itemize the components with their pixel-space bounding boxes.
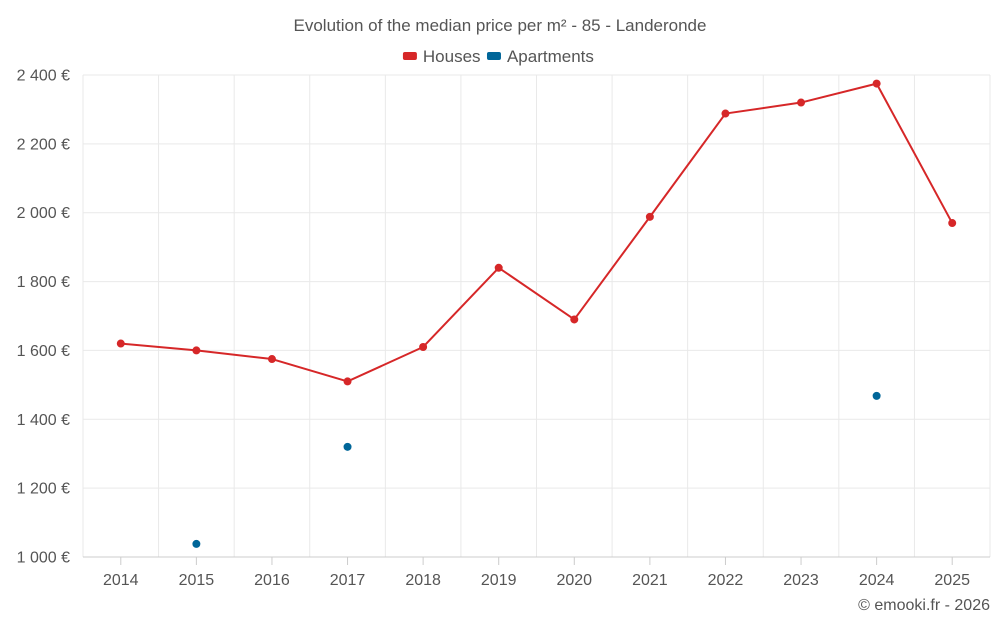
legend-swatch [402,52,417,60]
legend-item-houses[interactable]: Houses [402,47,481,66]
x-tick-label: 2018 [405,572,441,589]
apartments-point-2015[interactable] [192,539,201,548]
gridlines [82,74,991,557]
series-apartments [192,391,881,548]
legend-swatch [486,52,501,60]
x-tick-label: 2015 [179,572,215,589]
houses-point-2019[interactable] [494,263,503,272]
houses-point-2018[interactable] [419,342,428,351]
x-tick-label: 2021 [632,572,668,589]
x-tick-label: 2022 [708,572,744,589]
houses-point-2022[interactable] [721,109,730,118]
y-tick-label: 2 200 € [17,136,70,153]
apartments-point-2017[interactable] [343,442,352,451]
legend-item-apartments[interactable]: Apartments [486,47,594,66]
houses-point-2023[interactable] [797,98,806,107]
houses-point-2021[interactable] [645,212,654,221]
y-tick-label: 1 400 € [17,412,70,429]
houses-point-2014[interactable] [116,339,125,348]
legend-label: Houses [423,47,481,66]
x-tick-label: 2020 [556,572,592,589]
houses-point-2016[interactable] [267,355,276,364]
chart-title: Evolution of the median price per m² - 8… [294,16,707,35]
houses-point-2024[interactable] [872,79,881,88]
x-tick-label: 2017 [330,572,366,589]
x-tick-label: 2024 [859,572,895,589]
apartments-point-2024[interactable] [872,391,881,400]
y-tick-label: 1 800 € [17,274,70,291]
y-tick-label: 1 600 € [17,343,70,360]
houses-point-2015[interactable] [192,346,201,355]
legend: Houses Apartments [402,47,594,66]
series-layer [116,79,957,548]
y-tick-label: 2 000 € [17,205,70,222]
x-tick-label: 2019 [481,572,517,589]
y-tick-label: 1 000 € [17,550,70,567]
houses-point-2017[interactable] [343,377,352,386]
x-tick-label: 2023 [783,572,819,589]
series-houses [116,79,957,386]
houses-line [120,82,954,383]
x-tick-label: 2025 [934,572,970,589]
y-tick-label: 2 400 € [17,68,70,85]
x-tick-label: 2016 [254,572,290,589]
credit-text: © emooki.fr - 2026 [858,597,990,614]
houses-point-2025[interactable] [948,219,957,228]
x-tick-label: 2014 [103,572,139,589]
legend-label: Apartments [507,47,594,66]
x-axis: 2014 2015 2016 2017 2018 2019 2020 2021 2022 2023… [83,556,990,589]
y-tick-label: 1 200 € [17,481,70,498]
houses-point-2020[interactable] [570,315,579,324]
y-axis: 1 000 € 1 200 € 1 400 € 1 600 € 1 800 € 2 000… [17,68,70,567]
